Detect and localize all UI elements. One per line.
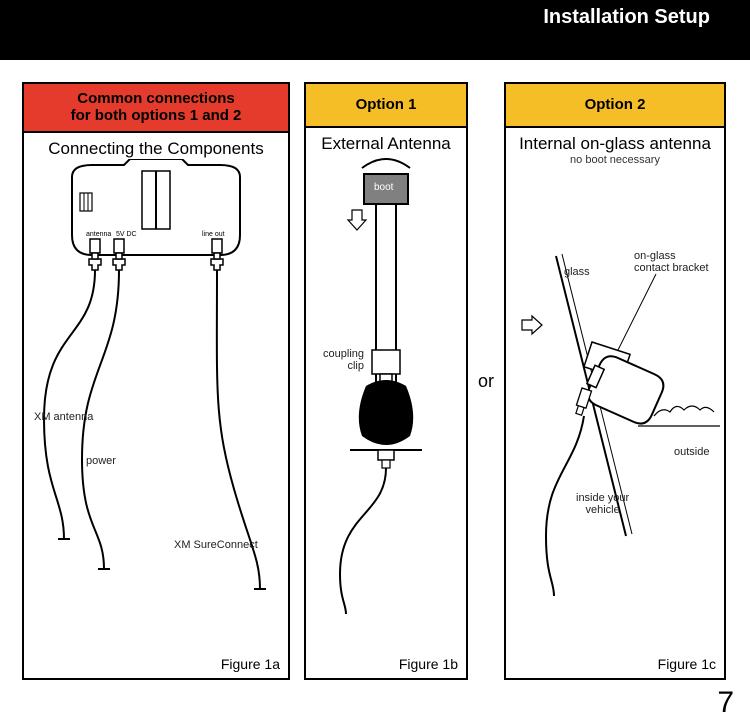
or-separator: or xyxy=(468,82,504,680)
label-coupling-clip: coupling clip xyxy=(314,348,364,372)
label-xm-antenna: XM antenna xyxy=(34,411,93,423)
panel-b-foot: Figure 1b xyxy=(306,652,466,678)
label-boot: boot xyxy=(374,182,393,193)
panel-option2: Option 2 Internal on-glass antenna no bo… xyxy=(504,82,726,680)
label-glass: glass xyxy=(564,266,590,278)
panel-c-note: no boot necessary xyxy=(510,154,720,166)
external-antenna-diagram xyxy=(306,154,466,624)
panel-option1: Option 1 External Antenna xyxy=(304,82,468,680)
panel-a-foot: Figure 1a xyxy=(24,652,288,678)
label-outside: outside xyxy=(674,446,709,458)
panels-row: Common connections for both options 1 an… xyxy=(0,60,750,680)
panel-a-sub: Connecting the Components xyxy=(24,133,288,159)
label-power: power xyxy=(86,455,116,467)
header-bar: Installation Setup xyxy=(0,0,750,60)
device-diagram: antenna 5V DC line out xyxy=(24,159,288,629)
panel-c-foot: Figure 1c xyxy=(506,652,724,678)
panel-b-head: Option 1 xyxy=(306,84,466,128)
panel-a-body: antenna 5V DC line out xyxy=(24,159,288,653)
panel-b-sub: External Antenna xyxy=(306,128,466,154)
label-inside-vehicle: inside your vehicle xyxy=(576,492,629,516)
panel-b-body: boot coupling clip xyxy=(306,154,466,652)
panel-a-head: Common connections for both options 1 an… xyxy=(24,84,288,133)
page-number: 7 xyxy=(717,686,734,720)
panel-a-head-text: Common connections for both options 1 an… xyxy=(71,90,242,125)
panel-c-sub: Internal on-glass antenna no boot necess… xyxy=(506,128,724,166)
panel-c-sub-text: Internal on-glass antenna xyxy=(519,134,711,153)
header-title: Installation Setup xyxy=(543,6,710,29)
label-xm-sureconnect: XM SureConnect xyxy=(174,539,258,551)
label-on-glass-bracket: on-glass contact bracket xyxy=(634,250,709,274)
panel-common: Common connections for both options 1 an… xyxy=(22,82,290,680)
panel-c-body: glass on-glass contact bracket outside i… xyxy=(506,166,724,652)
panel-c-head: Option 2 xyxy=(506,84,724,128)
svg-text:line out: line out xyxy=(202,231,225,238)
svg-text:antenna: antenna xyxy=(86,231,111,238)
or-text: or xyxy=(478,371,494,392)
svg-text:5V DC: 5V DC xyxy=(116,231,137,238)
internal-antenna-diagram xyxy=(506,166,724,616)
